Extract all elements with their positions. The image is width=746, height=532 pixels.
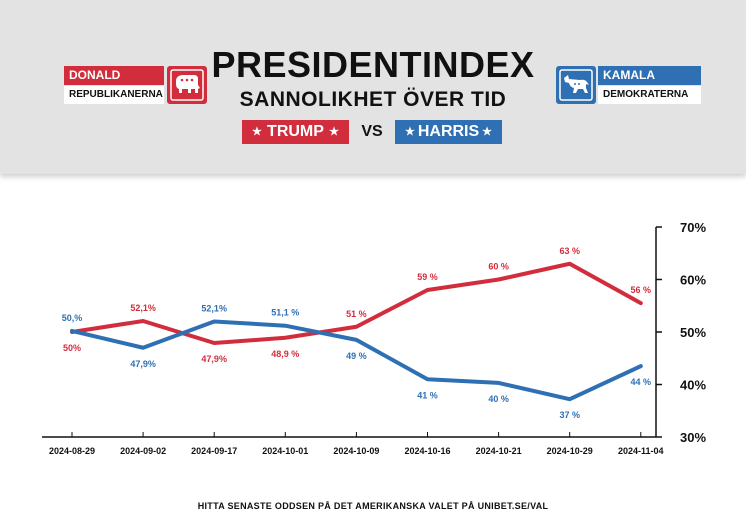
harris-pill-label: HARRIS xyxy=(417,123,480,140)
trump-series-line xyxy=(70,261,643,346)
header-banner: PRESIDENTINDEX SANNOLIKHET ÖVER TID ★ TR… xyxy=(0,0,746,174)
y-tick-label: 50% xyxy=(680,325,706,340)
y-tick-label: 40% xyxy=(680,378,706,393)
star-icon: ★ xyxy=(482,126,492,138)
x-tick-label: 2024-08-29 xyxy=(49,446,95,456)
harris-data-label: 47,9% xyxy=(130,359,156,369)
footer-note: HITTA SENASTE ODDSEN PÅ DET AMERIKANSKA … xyxy=(197,501,549,511)
trump-party: REPUBLIKANERNA xyxy=(64,86,164,104)
trump-data-label: 59 % xyxy=(417,272,438,282)
x-tick-label: 2024-09-02 xyxy=(120,446,166,456)
x-tick-label: 2024-10-09 xyxy=(333,446,379,456)
chart-lines xyxy=(70,261,643,402)
harris-data-label: 52,1% xyxy=(201,304,227,314)
trump-data-label: 50% xyxy=(63,343,81,353)
harris-data-label: 50,% xyxy=(62,313,83,323)
star-icon: ★ xyxy=(405,126,415,138)
harris-data-label: 44 % xyxy=(631,377,652,387)
trump-pill-label: TRUMP xyxy=(267,123,324,140)
page-title: PRESIDENTINDEX xyxy=(211,44,535,85)
elephant-icon xyxy=(167,66,207,104)
harris-data-label: 51,1 % xyxy=(271,308,299,318)
star-icon: ★ xyxy=(252,126,262,138)
chart-axes: 30% 40% 50% 60% 70% 2024-08-29 2024-09-02 2024-… xyxy=(42,220,706,456)
trump-data-label: 48,9 % xyxy=(271,349,299,359)
x-tick-label: 2024-10-16 xyxy=(404,446,450,456)
harris-data-label: 40 % xyxy=(488,394,509,404)
chart-labels: 50% 52,1% 47,9% 48,9 % 51 % 59 % 60 % 63 % 56 % 5… xyxy=(62,246,651,420)
trump-name: DONALD TRUMP xyxy=(64,66,164,101)
x-tick-label: 2024-10-01 xyxy=(262,446,308,456)
trump-data-label: 63 % xyxy=(559,246,580,256)
trump-data-label: 47,9% xyxy=(201,354,227,364)
y-tick-label: 70% xyxy=(680,220,706,235)
harris-data-label: 49 % xyxy=(346,351,367,361)
trump-data-label: 56 % xyxy=(631,285,652,295)
y-tick-label: 60% xyxy=(680,273,706,288)
x-tick-label: 2024-10-29 xyxy=(547,446,593,456)
harris-series-line xyxy=(70,319,643,402)
harris-data-label: 41 % xyxy=(417,390,438,400)
harris-name: KAMALA HARRIS xyxy=(598,66,701,101)
vs-label: VS xyxy=(361,123,383,140)
star-icon: ★ xyxy=(329,126,339,138)
trump-data-label: 60 % xyxy=(488,262,509,272)
harris-pill: ★ HARRIS ★ xyxy=(395,120,502,144)
trump-pill: ★ TRUMP ★ xyxy=(242,120,349,144)
harris-data-label: 37 % xyxy=(559,410,580,420)
trump-data-label: 52,1% xyxy=(130,303,156,313)
x-tick-label: 2024-09-17 xyxy=(191,446,237,456)
x-tick-label: 2024-11-04 xyxy=(618,446,664,456)
harris-party: DEMOKRATERNA xyxy=(598,86,701,104)
donkey-icon xyxy=(556,66,596,104)
x-tick-label: 2024-10-21 xyxy=(476,446,522,456)
trump-data-label: 51 % xyxy=(346,309,367,319)
y-tick-label: 30% xyxy=(680,430,706,445)
page-subtitle: SANNOLIKHET ÖVER TID xyxy=(239,88,507,111)
probability-line-chart: 30% 40% 50% 60% 70% 2024-08-29 2024-09-02 2024-… xyxy=(42,220,706,456)
